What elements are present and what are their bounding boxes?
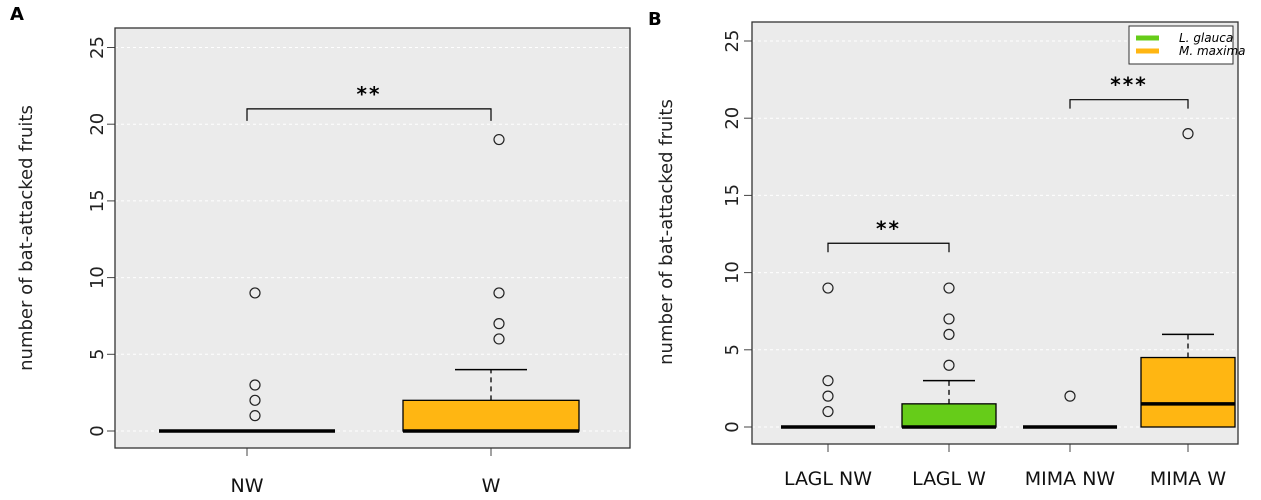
panel-b-category-label: MIMA NW: [1025, 468, 1116, 490]
panel-b-legend-label: L. glauca: [1179, 31, 1233, 45]
panel-b-box-body: [1140, 356, 1236, 428]
panel-b-y-tick-label: 5: [722, 344, 743, 355]
panel-a-outlier-point: [493, 133, 505, 146]
panel-a-significance-bracket: [246, 108, 492, 121]
panel-a-box-w: [402, 133, 580, 433]
panel-a-plot-background: [115, 28, 630, 448]
panel-a-outlier-point: [493, 287, 505, 299]
panel-b-y-tick-label: 0: [722, 421, 743, 432]
panel-b-significance-label: ***: [1110, 73, 1147, 97]
panel-a-category-label: NW: [231, 475, 264, 497]
panel-b-outlier-point: [1182, 128, 1194, 140]
panel-a-outlier-point: [493, 318, 505, 330]
panel-b-outlier-point: [822, 282, 834, 294]
panel-a-letter: A: [10, 4, 24, 25]
panel-b-box-body: [901, 403, 997, 428]
panel-b-category-label: LAGL NW: [784, 468, 872, 490]
panel-b-box-lagl-w: [901, 282, 997, 429]
panel-a-y-tick-label: 15: [87, 189, 108, 212]
panel-a-outlier-point: [249, 287, 261, 299]
panel-a-outlier-point: [249, 394, 261, 406]
panel-b-box-mima-w: [1140, 128, 1236, 428]
panel-b-significance-bracket: [1069, 99, 1189, 109]
panel-b-category-label: MIMA W: [1150, 468, 1226, 490]
panel-a-y-tick-label: 25: [87, 36, 108, 59]
panel-b-chart: B 0 5 10 15 20 25 number of bat-attacked fruits…: [648, 9, 1246, 490]
panel-b-significance-bracket: [827, 242, 950, 253]
panel-b-outlier-point: [943, 328, 955, 340]
panel-b-plot-frame: [751, 21, 1239, 445]
panel-a-y-tick-label: 0: [87, 425, 108, 436]
panel-b-box-mima-nw: [1023, 390, 1117, 429]
panel-b-outlier-point: [822, 375, 834, 387]
panel-a-plot-frame: [114, 27, 631, 449]
panel-b-y-tick-label: 10: [722, 261, 743, 284]
panel-b-y-tick-label: 25: [722, 30, 743, 53]
panel-a-chart: A 0 5 10 15 20 25 number of bat-attacked fruits…: [10, 4, 631, 497]
panel-b-outlier-point: [943, 282, 955, 294]
panel-a-y-tick-label: 20: [87, 113, 108, 136]
panel-b-legend-label: M. maxima: [1179, 44, 1246, 58]
panel-b-y-tick-label: 20: [722, 107, 743, 130]
panel-a-outlier-point: [493, 333, 505, 345]
panel-b-box-lagl-nw: [781, 282, 875, 429]
panel-b-outlier-point: [943, 313, 955, 325]
panel-a-y-tick-label: 10: [87, 266, 108, 289]
panel-b-y-axis-title: number of bat-attacked fruits: [656, 99, 677, 365]
panel-b-y-tick-label: 15: [722, 184, 743, 207]
panel-b-outlier-point: [1064, 390, 1076, 402]
panel-a-box-nw: [159, 287, 335, 433]
panel-a-outlier-point: [249, 379, 261, 391]
panel-a-category-label: W: [482, 475, 501, 497]
panel-b-outlier-point: [822, 405, 834, 418]
panel-a-outlier-point: [249, 410, 261, 422]
panel-a-box-body: [402, 399, 580, 432]
panel-b-outlier-point: [943, 359, 955, 371]
panel-b-legend-box: [1128, 25, 1234, 65]
panel-b-significance-label: **: [876, 216, 901, 240]
panel-b-letter: B: [648, 9, 662, 30]
panel-a-significance-label: **: [357, 82, 382, 106]
panel-a-y-axis-title: number of bat-attacked fruits: [16, 105, 37, 371]
panel-a-y-tick-label: 5: [87, 349, 108, 360]
panel-b-category-label: LAGL W: [912, 468, 986, 490]
panel-b-outlier-point: [822, 390, 834, 402]
